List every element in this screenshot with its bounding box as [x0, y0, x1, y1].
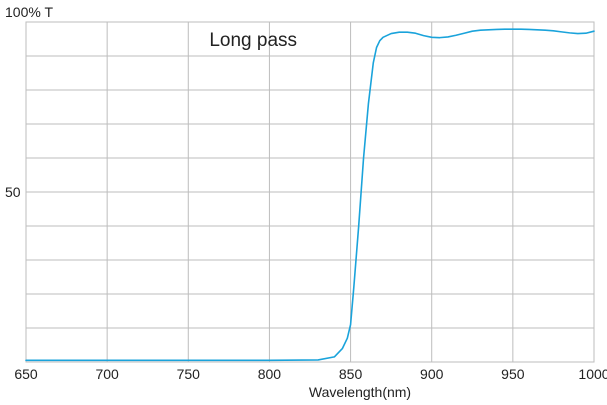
series-layer: [25, 28, 595, 362]
annotation-0: Long pass: [209, 30, 297, 51]
x-tick-label-1000: 1000: [578, 366, 607, 382]
x-axis-label: Wavelength(nm): [309, 384, 411, 400]
y-tick-labels: 50: [5, 184, 21, 200]
x-tick-label-900: 900: [420, 366, 444, 382]
x-tick-label-850: 850: [339, 366, 363, 382]
y-tick-label-50: 50: [5, 184, 21, 200]
annotations: Long pass: [209, 30, 297, 51]
x-tick-label-650: 650: [14, 366, 38, 382]
y-axis-label: 100% T: [5, 4, 53, 20]
x-tick-label-700: 700: [95, 366, 119, 382]
grid: [25, 22, 595, 362]
plot-frame: [25, 21, 595, 363]
x-tick-label-750: 750: [177, 366, 201, 382]
x-tick-labels: 650 700 750 800 850 900 950 1000: [14, 366, 607, 382]
x-tick-label-950: 950: [501, 366, 525, 382]
x-tick-label-800: 800: [258, 366, 282, 382]
series-line-0: [25, 28, 595, 362]
